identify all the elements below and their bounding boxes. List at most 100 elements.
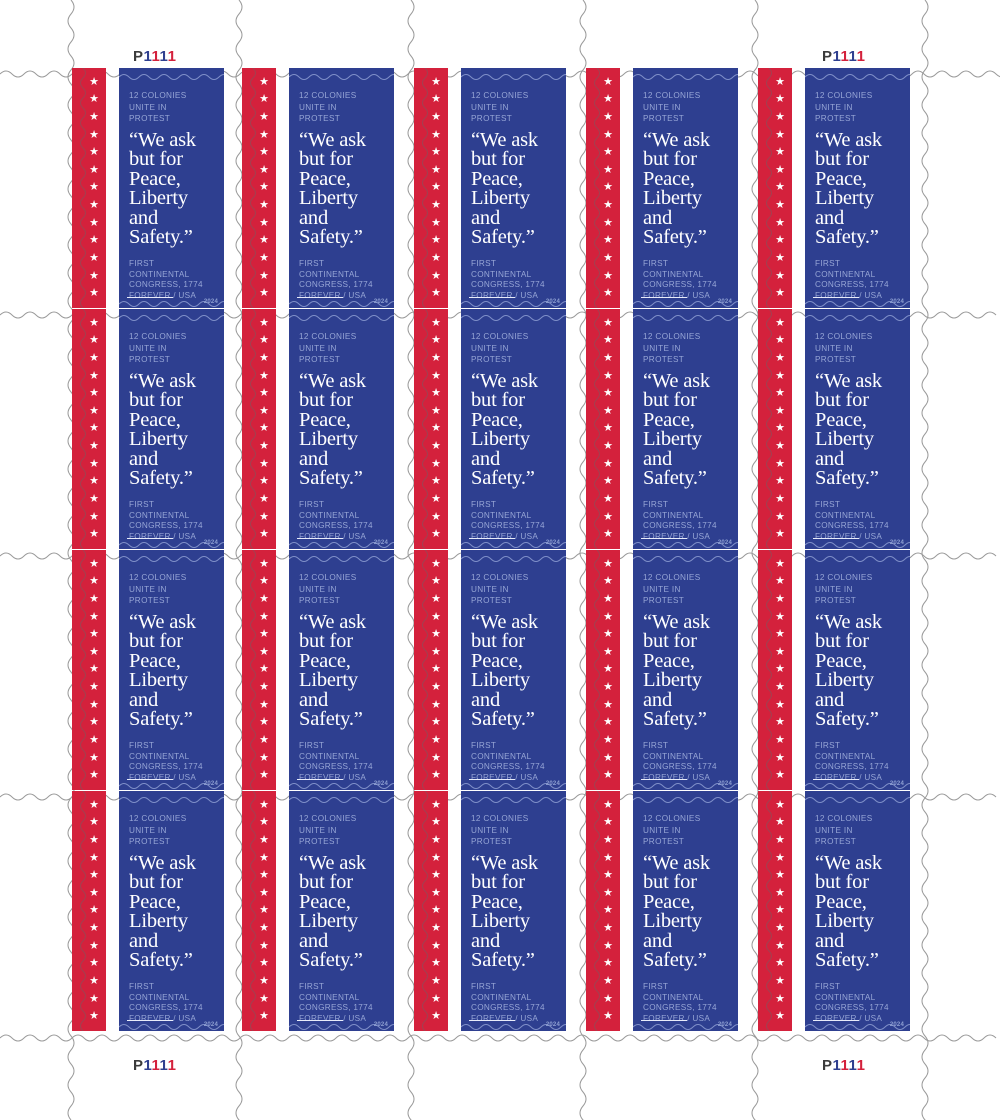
credit-line: CONTINENTAL [471,751,532,761]
kicker-line: PROTEST [299,114,341,124]
star-icon: ★ [259,575,269,588]
credit-line: CONTINENTAL [471,269,532,279]
stamp-credit: FIRST CONTINENTAL CONGRESS, 1774 FOREVER / … [469,741,558,784]
star-column: ★ ★ ★ ★ ★ ★ ★ ★ ★ ★ ★ ★ ★ [758,309,792,549]
kicker-line: UNITE IN [471,825,509,835]
star-icon: ★ [603,440,613,453]
stamp[interactable]: ★ ★ ★ ★ ★ ★ ★ ★ ★ ★ ★ ★ ★ 12 COLONIES UNITE IN PROTEST “… [414,791,566,1031]
perforation-wave-top [289,70,394,82]
credit-line: CONGRESS, 1774 [643,762,717,772]
quote-line: and [643,206,672,229]
quote-line: and [471,447,500,470]
star-icon: ★ [603,528,613,541]
quote-line: Safety.” [471,467,535,490]
star-icon: ★ [89,698,99,711]
star-icon: ★ [431,510,441,523]
star-icon: ★ [431,816,441,829]
quote-line: Liberty [471,910,530,933]
star-icon: ★ [775,833,785,846]
stamp[interactable]: ★ ★ ★ ★ ★ ★ ★ ★ ★ ★ ★ ★ ★ 12 COLONIES UNITE IN PROTEST “… [758,309,910,549]
cancellation-strikethrough [469,296,515,298]
perforation-wave-strip [591,309,603,549]
quote-line: but for [815,871,869,894]
perforation-wave-top [119,552,224,564]
star-icon: ★ [259,610,269,623]
kicker-line: UNITE IN [299,584,337,594]
star-icon: ★ [603,216,613,229]
credit-line: CONGRESS, 1774 [129,280,203,290]
kicker-line: 12 COLONIES [643,573,701,582]
star-icon: ★ [775,886,785,899]
perforation-wave-bottom [805,538,910,549]
stamp[interactable]: ★ ★ ★ ★ ★ ★ ★ ★ ★ ★ ★ ★ ★ 12 COLONIES UNITE IN PROTEST “… [242,791,394,1031]
star-icon: ★ [603,1010,613,1023]
stamp-blue-panel: 12 COLONIES UNITE IN PROTEST “We ask but for… [119,791,224,1031]
perforation-wave-strip [419,309,431,549]
stamp-quote: “We ask but for Peace, Liberty and Safety.” [643,130,730,248]
stamp[interactable]: ★ ★ ★ ★ ★ ★ ★ ★ ★ ★ ★ ★ ★ 12 COLONIES UNITE IN PROTEST “… [414,550,566,790]
credit-line: CONGRESS, 1774 [129,762,203,772]
quote-line: Peace, [815,649,867,672]
country-label: / USA [512,773,539,783]
forever-denomination: FOREVER [641,291,687,302]
stamp[interactable]: ★ ★ ★ ★ ★ ★ ★ ★ ★ ★ ★ ★ ★ 12 COLONIES UNITE IN PROTEST “… [586,550,738,790]
star-icon: ★ [603,146,613,159]
star-icon: ★ [259,886,269,899]
credit-line: FIRST [643,740,669,750]
stamp[interactable]: ★ ★ ★ ★ ★ ★ ★ ★ ★ ★ ★ ★ ★ 12 COLONIES UNITE IN PROTEST “… [242,309,394,549]
plate-number-bottom-left: P1111 [133,1057,176,1074]
stamp[interactable]: ★ ★ ★ ★ ★ ★ ★ ★ ★ ★ ★ ★ ★ 12 COLONIES UNITE IN PROTEST “… [72,550,224,790]
star-icon: ★ [89,904,99,917]
stamp[interactable]: ★ ★ ★ ★ ★ ★ ★ ★ ★ ★ ★ ★ ★ 12 COLONIES UNITE IN PROTEST “… [72,68,224,308]
country-label: / USA [170,1014,197,1024]
kicker-line: 12 COLONIES [643,332,701,341]
star-icon: ★ [431,851,441,864]
star-icon: ★ [259,663,269,676]
stamp-quote: “We ask but for Peace, Liberty and Safety.” [471,853,558,971]
stamp[interactable]: ★ ★ ★ ★ ★ ★ ★ ★ ★ ★ ★ ★ ★ 12 COLONIES UNITE IN PROTEST “… [758,550,910,790]
stamp[interactable]: ★ ★ ★ ★ ★ ★ ★ ★ ★ ★ ★ ★ ★ 12 COLONIES UNITE IN PROTEST “… [414,68,566,308]
perforation-wave-bottom [805,779,910,790]
kicker-line: UNITE IN [471,102,509,112]
stamp-year: 2024 [717,1022,732,1028]
star-icon: ★ [431,922,441,935]
star-icon: ★ [431,528,441,541]
star-icon: ★ [259,422,269,435]
star-icon: ★ [89,252,99,265]
forever-denomination: FOREVER [297,773,343,784]
country-label: / USA [170,773,197,783]
stamp[interactable]: ★ ★ ★ ★ ★ ★ ★ ★ ★ ★ ★ ★ ★ 12 COLONIES UNITE IN PROTEST “… [414,309,566,549]
star-column: ★ ★ ★ ★ ★ ★ ★ ★ ★ ★ ★ ★ ★ [586,791,620,1031]
stamp[interactable]: ★ ★ ★ ★ ★ ★ ★ ★ ★ ★ ★ ★ ★ 12 COLONIES UNITE IN PROTEST “… [586,791,738,1031]
stamp[interactable]: ★ ★ ★ ★ ★ ★ ★ ★ ★ ★ ★ ★ ★ 12 COLONIES UNITE IN PROTEST “… [72,309,224,549]
stamp-year: 2024 [889,1022,904,1028]
star-icon: ★ [775,493,785,506]
plate-digit: 1 [848,48,857,65]
perforation-wave-strip [419,68,431,308]
star-icon: ★ [259,557,269,570]
star-icon: ★ [259,769,269,782]
quote-line: and [815,206,844,229]
star-icon: ★ [431,440,441,453]
star-icon: ★ [259,75,269,88]
stamp-content: 12 COLONIES UNITE IN PROTEST “We ask but for… [805,309,910,549]
perforation-wave-bottom [119,779,224,790]
stamp[interactable]: ★ ★ ★ ★ ★ ★ ★ ★ ★ ★ ★ ★ ★ 12 COLONIES UNITE IN PROTEST “… [758,68,910,308]
stamp[interactable]: ★ ★ ★ ★ ★ ★ ★ ★ ★ ★ ★ ★ ★ 12 COLONIES UNITE IN PROTEST “… [758,791,910,1031]
country-label: / USA [340,773,367,783]
star-icon: ★ [603,610,613,623]
stamp[interactable]: ★ ★ ★ ★ ★ ★ ★ ★ ★ ★ ★ ★ ★ 12 COLONIES UNITE IN PROTEST “… [586,309,738,549]
perforation-wave-strip [591,550,603,790]
stamp-kicker: 12 COLONIES UNITE IN PROTEST [299,331,386,366]
stamp[interactable]: ★ ★ ★ ★ ★ ★ ★ ★ ★ ★ ★ ★ ★ 12 COLONIES UNITE IN PROTEST “… [242,550,394,790]
stamp-blue-panel: 12 COLONIES UNITE IN PROTEST “We ask but for… [119,550,224,790]
stamp[interactable]: ★ ★ ★ ★ ★ ★ ★ ★ ★ ★ ★ ★ ★ 12 COLONIES UNITE IN PROTEST “… [242,68,394,308]
stamp-blue-panel: 12 COLONIES UNITE IN PROTEST “We ask but for… [461,791,566,1031]
star-icon: ★ [89,334,99,347]
quote-line: Safety.” [643,467,707,490]
stamp[interactable]: ★ ★ ★ ★ ★ ★ ★ ★ ★ ★ ★ ★ ★ 12 COLONIES UNITE IN PROTEST “… [586,68,738,308]
quote-line: and [643,447,672,470]
star-icon: ★ [775,128,785,141]
quote-line: Liberty [815,669,874,692]
stamp[interactable]: ★ ★ ★ ★ ★ ★ ★ ★ ★ ★ ★ ★ ★ 12 COLONIES UNITE IN PROTEST “… [72,791,224,1031]
